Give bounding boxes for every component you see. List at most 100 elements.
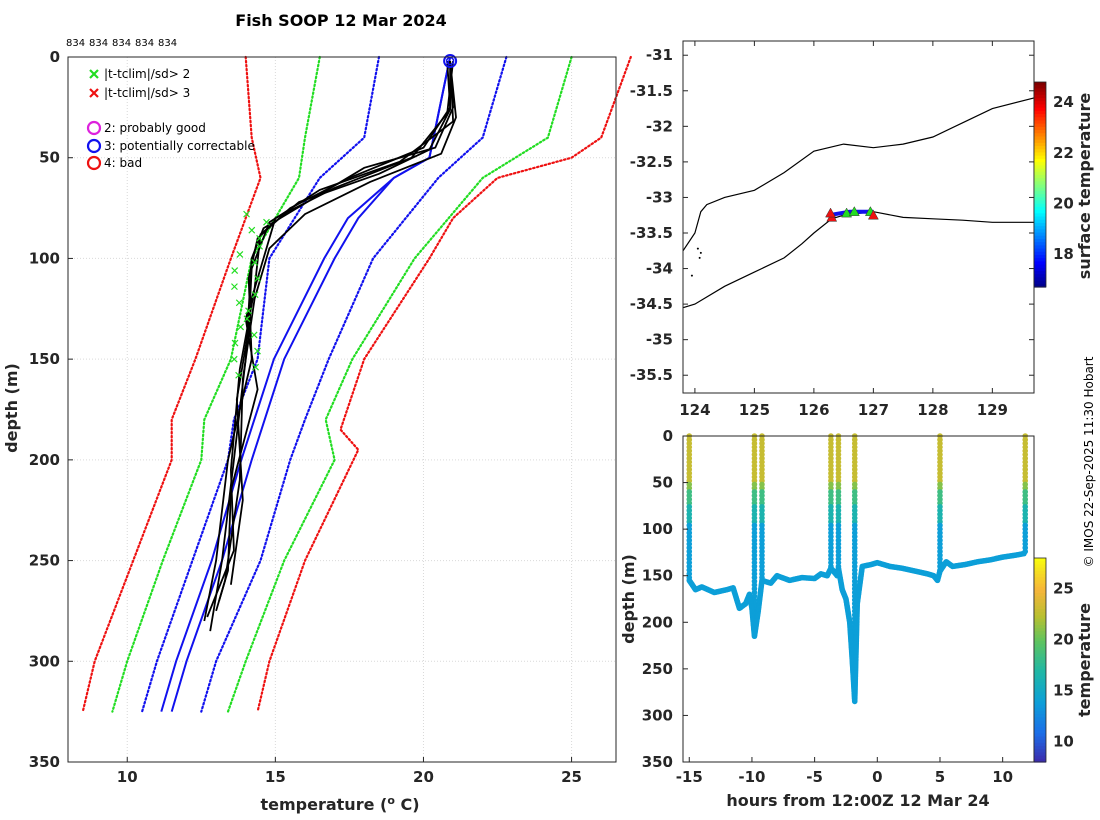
profile-legend: |t-tclim|/sd> 2 |t-tclim|/sd> 3 2: probabl… bbox=[86, 67, 255, 171]
colorbar-tick-label: 22 bbox=[1053, 144, 1074, 162]
colorbar-tick-label: 24 bbox=[1053, 93, 1074, 111]
qc-flag-marker bbox=[256, 234, 263, 242]
map-lines bbox=[682, 97, 1035, 309]
colorbar-cell bbox=[1034, 206, 1046, 211]
colorbar-cell bbox=[1034, 82, 1046, 86]
map-ytick-label: -35.5 bbox=[630, 366, 673, 384]
colorbar-cell bbox=[1034, 162, 1046, 166]
colorbar-cell bbox=[1034, 171, 1046, 176]
colorbar-cell bbox=[1034, 634, 1046, 639]
island-dot bbox=[699, 251, 702, 254]
colorbar-cell bbox=[1034, 701, 1046, 706]
profile-line-2 bbox=[215, 60, 457, 612]
map-xtick-label: 124 bbox=[679, 401, 710, 419]
colorbar-cell bbox=[1034, 618, 1046, 623]
map-plot-area bbox=[683, 41, 1034, 393]
qc-flag-marker bbox=[235, 299, 243, 307]
colorbar-cell bbox=[1034, 570, 1046, 575]
profile-count-label: 834 bbox=[89, 38, 108, 49]
colorbar-cell bbox=[1034, 149, 1046, 154]
colorbar-cell bbox=[1034, 126, 1046, 131]
colorbar-cell bbox=[1034, 599, 1046, 604]
colorbar-cell bbox=[1034, 730, 1046, 734]
colorbar-cell bbox=[1034, 675, 1046, 680]
colorbar-cell bbox=[1034, 254, 1046, 259]
qc-circle-marker-inner bbox=[445, 56, 455, 66]
profile-panel: Fish SOOP 12 Mar 2024 834 834 834 834 834 10… bbox=[2, 11, 632, 814]
colorbar-cell bbox=[1034, 707, 1046, 712]
qc-flag-marker bbox=[237, 323, 245, 331]
map-ytick-label: -34 bbox=[646, 260, 673, 278]
colorbar-cell bbox=[1034, 739, 1046, 744]
colorbar-cell bbox=[1034, 586, 1046, 591]
colorbar-cell bbox=[1034, 277, 1046, 282]
time-xtick-label: 5 bbox=[935, 768, 945, 786]
colorbar-tick-label: 18 bbox=[1053, 245, 1074, 263]
time-ytick-label: 300 bbox=[642, 706, 673, 724]
colorbar-cell bbox=[1034, 714, 1046, 718]
profile-line-1 bbox=[203, 60, 452, 622]
colorbar-cell bbox=[1034, 577, 1046, 581]
profile-plot-area bbox=[68, 57, 616, 762]
qc-flag-marker bbox=[235, 371, 243, 379]
colorbar-cell bbox=[1034, 130, 1046, 134]
colorbar-cell bbox=[1034, 88, 1046, 93]
temperature-colorbar: 10 15 20 25 bbox=[1033, 557, 1074, 763]
colorbar-cell bbox=[1034, 133, 1046, 138]
profile-xtick-label: 20 bbox=[413, 768, 434, 786]
colorbar-cell bbox=[1034, 190, 1046, 195]
colorbar-cell bbox=[1034, 136, 1046, 141]
colorbar-cell bbox=[1034, 644, 1046, 648]
colorbar-cell bbox=[1034, 152, 1046, 157]
island-dot bbox=[690, 274, 693, 277]
map-ytick-label: -32 bbox=[646, 117, 673, 135]
profile-xtick-label: 10 bbox=[117, 768, 138, 786]
colorbar-cell bbox=[1034, 178, 1046, 182]
profile-xtick-label: 25 bbox=[561, 768, 582, 786]
time-points bbox=[686, 433, 1029, 705]
station-marker bbox=[848, 206, 860, 216]
map-ytick-label: -33 bbox=[646, 188, 673, 206]
colorbar-frame bbox=[1033, 81, 1047, 288]
legend-circle-icon bbox=[86, 155, 102, 171]
ship-track bbox=[828, 209, 874, 218]
colorbar-cell bbox=[1034, 663, 1046, 667]
profile-ytick-label: 50 bbox=[39, 149, 60, 167]
profile-count-label: 834 bbox=[158, 38, 177, 49]
colorbar-cell bbox=[1034, 110, 1046, 115]
colorbar-cell bbox=[1034, 621, 1046, 626]
colorbar-cell bbox=[1034, 647, 1046, 652]
qc-flag-marker bbox=[230, 355, 238, 363]
colorbar-tick-label: 10 bbox=[1053, 733, 1074, 751]
station-marker bbox=[841, 207, 853, 218]
qc-flag-marker bbox=[231, 267, 239, 274]
profile-count-label: 834 bbox=[66, 38, 85, 49]
time-xtick-label: 0 bbox=[872, 768, 882, 786]
climatology-mean-line-2 bbox=[160, 56, 452, 712]
colorbar-cell bbox=[1034, 210, 1046, 214]
colorbar-cell bbox=[1034, 596, 1046, 601]
colorbar-cell bbox=[1034, 723, 1046, 728]
colorbar-cell bbox=[1034, 631, 1046, 636]
legend-label: |t-tclim|/sd> 3 bbox=[104, 86, 190, 100]
colorbar-cell bbox=[1034, 222, 1046, 227]
map-xtick-label: 127 bbox=[858, 401, 889, 419]
map-xtick-label: 126 bbox=[798, 401, 829, 419]
climatology-line-clim-1sd-low bbox=[141, 55, 381, 713]
colorbar-frame bbox=[1033, 557, 1047, 763]
colorbar-cell bbox=[1034, 637, 1046, 642]
colorbar-cell bbox=[1034, 672, 1046, 677]
qc-flag-marker bbox=[250, 331, 258, 339]
colorbar-cell bbox=[1034, 656, 1046, 661]
colorbar-cell bbox=[1034, 593, 1046, 597]
qc-flag-marker bbox=[231, 283, 238, 291]
profile-count-label: 834 bbox=[135, 38, 154, 49]
colorbar-cell bbox=[1034, 624, 1046, 629]
legend-circle-icon bbox=[86, 120, 102, 136]
colorbar-cell bbox=[1034, 567, 1046, 572]
legend-label: 2: probably good bbox=[104, 121, 206, 135]
colorbar-tick-label: 25 bbox=[1053, 580, 1074, 598]
colorbar-cell bbox=[1034, 564, 1046, 569]
colorbar-cell bbox=[1034, 101, 1046, 106]
qc-flag-marker bbox=[251, 291, 259, 299]
